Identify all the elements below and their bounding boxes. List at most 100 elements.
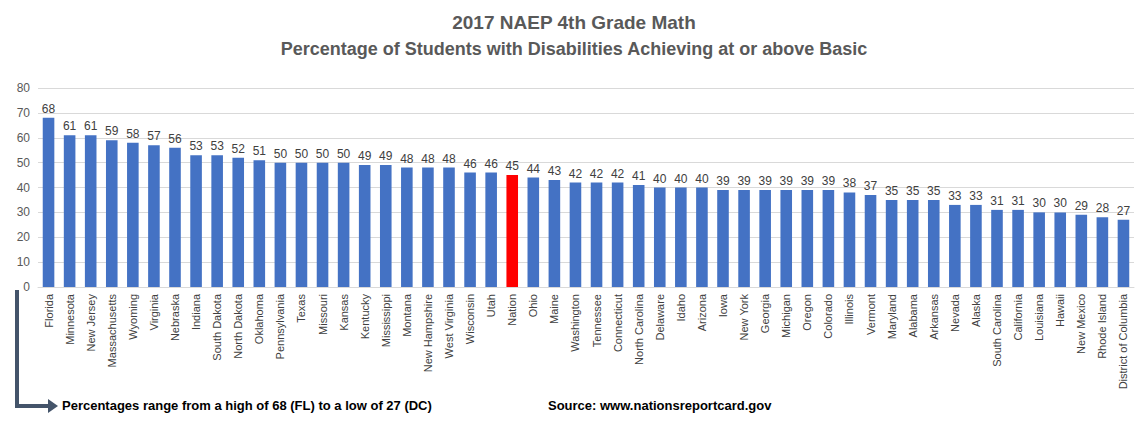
svg-text:Illinois: Illinois (843, 294, 855, 325)
svg-text:Maryland: Maryland (886, 294, 898, 339)
svg-text:49: 49 (358, 149, 372, 163)
svg-text:43: 43 (548, 164, 562, 178)
svg-text:District of Columbia: District of Columbia (1117, 293, 1129, 389)
svg-text:39: 39 (716, 174, 730, 188)
svg-text:Percentage of Students with Di: Percentage of Students with Disabilities… (281, 39, 868, 59)
svg-text:Wyoming: Wyoming (127, 294, 139, 340)
svg-text:Vermont: Vermont (865, 294, 877, 335)
svg-text:41: 41 (632, 169, 646, 183)
svg-text:Nebraska: Nebraska (169, 293, 181, 341)
svg-text:North Carolina: North Carolina (633, 293, 645, 365)
svg-text:42: 42 (569, 167, 583, 181)
svg-text:Alaska: Alaska (970, 293, 982, 327)
svg-text:29: 29 (1075, 199, 1089, 213)
svg-text:Indiana: Indiana (190, 293, 202, 330)
svg-text:2017 NAEP 4th Grade Math: 2017 NAEP 4th Grade Math (452, 12, 696, 33)
svg-text:Arkansas: Arkansas (928, 294, 940, 340)
svg-text:27: 27 (1117, 204, 1131, 218)
svg-text:Source: www.nationsreportcard.: Source: www.nationsreportcard.gov (548, 398, 772, 413)
svg-text:45: 45 (506, 159, 520, 173)
svg-text:Kansas: Kansas (338, 294, 350, 331)
svg-text:28: 28 (1096, 201, 1110, 215)
svg-text:39: 39 (822, 174, 836, 188)
svg-text:80: 80 (17, 81, 31, 95)
svg-text:50: 50 (337, 147, 351, 161)
svg-text:Ohio: Ohio (527, 294, 539, 317)
svg-text:46: 46 (463, 157, 477, 171)
svg-text:Montana: Montana (401, 293, 413, 337)
svg-text:Nation: Nation (506, 294, 518, 326)
svg-text:68: 68 (42, 102, 56, 116)
svg-text:Washington: Washington (569, 294, 581, 352)
svg-text:40: 40 (695, 172, 709, 186)
svg-text:Oregon: Oregon (801, 294, 813, 331)
svg-text:Oklahoma: Oklahoma (253, 293, 265, 344)
svg-text:Louisiana: Louisiana (1033, 293, 1045, 341)
svg-text:Hawaii: Hawaii (1054, 294, 1066, 327)
svg-text:Maine: Maine (548, 294, 560, 324)
svg-text:Wisconsin: Wisconsin (464, 294, 476, 344)
svg-text:40: 40 (17, 181, 31, 195)
svg-text:33: 33 (948, 189, 962, 203)
svg-text:46: 46 (484, 157, 498, 171)
svg-text:Arizona: Arizona (696, 293, 708, 331)
svg-text:70: 70 (17, 106, 31, 120)
svg-text:53: 53 (210, 139, 224, 153)
svg-text:Virginia: Virginia (148, 293, 160, 330)
svg-text:37: 37 (864, 179, 878, 193)
svg-text:53: 53 (189, 139, 203, 153)
svg-text:49: 49 (379, 149, 393, 163)
svg-text:50: 50 (295, 147, 309, 161)
svg-text:Georgia: Georgia (759, 293, 771, 333)
svg-text:35: 35 (885, 184, 899, 198)
svg-text:West Virginia: West Virginia (443, 293, 455, 358)
svg-text:Kentucky: Kentucky (359, 294, 371, 340)
svg-text:North Dakota: North Dakota (232, 293, 244, 359)
svg-text:Rhode Island: Rhode Island (1096, 294, 1108, 359)
svg-text:Delaware: Delaware (654, 294, 666, 340)
svg-text:10: 10 (17, 255, 31, 269)
svg-text:20: 20 (17, 230, 31, 244)
svg-text:California: California (1012, 293, 1024, 340)
svg-text:50: 50 (274, 147, 288, 161)
svg-text:50: 50 (316, 147, 330, 161)
svg-text:58: 58 (126, 127, 140, 141)
svg-text:Pennsylvania: Pennsylvania (274, 293, 286, 359)
svg-text:Idaho: Idaho (675, 294, 687, 322)
svg-text:59: 59 (105, 124, 119, 138)
svg-text:31: 31 (990, 194, 1004, 208)
svg-text:61: 61 (84, 119, 98, 133)
svg-text:35: 35 (906, 184, 920, 198)
svg-text:50: 50 (17, 156, 31, 170)
svg-text:New Mexico: New Mexico (1075, 294, 1087, 354)
svg-text:Florida: Florida (43, 293, 55, 328)
svg-text:New Hampshire: New Hampshire (422, 294, 434, 372)
svg-text:New York: New York (738, 294, 750, 341)
svg-text:Colorado: Colorado (822, 294, 834, 339)
svg-text:South Dakota: South Dakota (211, 293, 223, 361)
svg-text:40: 40 (674, 172, 688, 186)
svg-text:New Jersey: New Jersey (85, 294, 97, 352)
svg-text:60: 60 (17, 131, 31, 145)
svg-text:39: 39 (758, 174, 772, 188)
svg-text:Mississippi: Mississippi (380, 294, 392, 347)
svg-text:30: 30 (1054, 196, 1068, 210)
svg-text:42: 42 (611, 167, 625, 181)
svg-text:39: 39 (780, 174, 794, 188)
svg-text:31: 31 (1011, 194, 1025, 208)
svg-text:Texas: Texas (295, 294, 307, 323)
svg-text:57: 57 (147, 129, 161, 143)
svg-text:Percentages range from a high: Percentages range from a high of 68 (FL)… (62, 398, 432, 413)
svg-text:39: 39 (737, 174, 751, 188)
svg-text:52: 52 (232, 142, 246, 156)
svg-text:56: 56 (168, 132, 182, 146)
svg-text:42: 42 (590, 167, 604, 181)
svg-text:51: 51 (253, 144, 267, 158)
svg-text:48: 48 (421, 152, 435, 166)
svg-text:38: 38 (843, 176, 857, 190)
svg-text:35: 35 (927, 184, 941, 198)
svg-text:South Carolina: South Carolina (991, 293, 1003, 367)
svg-text:Connecticut: Connecticut (612, 294, 624, 352)
svg-text:40: 40 (653, 172, 667, 186)
svg-text:39: 39 (801, 174, 815, 188)
